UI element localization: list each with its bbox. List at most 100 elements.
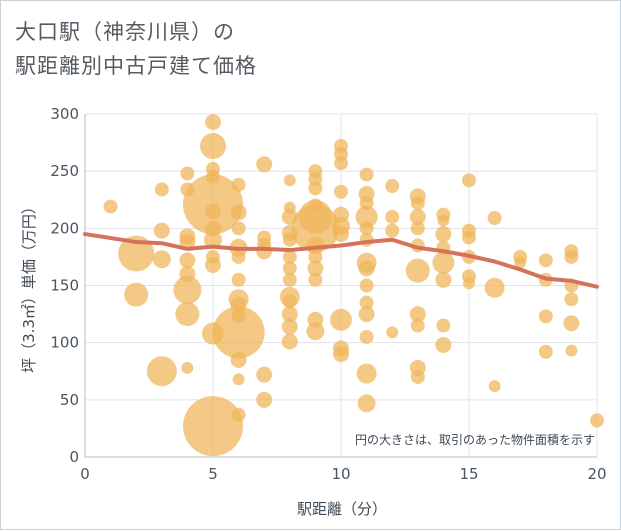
bubble-point (180, 166, 195, 181)
bubble-point (181, 361, 194, 374)
bubble-point (205, 114, 221, 131)
bubble-point (154, 182, 169, 197)
bubble-point (435, 271, 452, 288)
bubble-point (538, 253, 553, 268)
bubble-point (410, 318, 425, 333)
bubble-point (359, 278, 374, 293)
x-tick-label: 20 (587, 465, 606, 483)
bubble-point (103, 199, 118, 214)
bubble-point (231, 221, 246, 236)
bubble-point (230, 204, 247, 221)
bubble-point (386, 326, 399, 339)
bubble-point (146, 356, 177, 387)
y-tick-label: 250 (50, 162, 79, 180)
bubble-point (231, 249, 246, 264)
x-tick-label: 15 (459, 465, 478, 483)
bubble-point (230, 351, 247, 368)
bubble-point (385, 179, 400, 194)
bubble-point (538, 344, 553, 359)
bubble-point (385, 223, 400, 238)
bubble-point (173, 276, 202, 305)
bubble-point (118, 235, 155, 272)
bubble-point (514, 256, 527, 269)
bubble-point (153, 222, 170, 239)
bubble-point (409, 306, 426, 323)
bubble-point (385, 209, 400, 224)
bubble-point (307, 260, 324, 277)
bubble-point (256, 243, 273, 260)
bubble-point (432, 251, 455, 274)
bubble-point (410, 221, 425, 236)
bubble-point (282, 261, 297, 276)
bubble-point (355, 205, 378, 228)
bubble-point (256, 391, 273, 408)
bubble-point (564, 249, 579, 264)
bubble-point (281, 306, 298, 323)
bubble-point (212, 306, 265, 359)
bubble-point (256, 366, 273, 383)
bubble-point (487, 211, 502, 226)
y-tick-label: 50 (60, 391, 79, 409)
bubble-point (359, 221, 374, 236)
bubble-point (308, 272, 323, 287)
bubble-point (359, 295, 374, 310)
bubble-point (282, 249, 297, 264)
trend-line-group (83, 232, 599, 289)
bubble-point (291, 204, 340, 253)
bubble-point (200, 133, 226, 160)
bubble-point (358, 306, 375, 323)
bubble-point (205, 203, 221, 220)
bubble-point (436, 318, 451, 333)
bubble-point (359, 329, 374, 344)
bubble-point (563, 315, 580, 332)
bubble-point (357, 394, 376, 413)
bubble-point (231, 272, 246, 287)
bubble-point (405, 258, 430, 283)
bubble-point (306, 322, 325, 341)
y-tick-label: 200 (50, 219, 79, 237)
bubble-point (183, 396, 243, 457)
bubble-point (124, 282, 149, 307)
bubble-point (359, 167, 374, 182)
bubble-point (409, 208, 426, 225)
bubble-point (308, 249, 323, 264)
bubble-point (564, 292, 579, 307)
y-tick-label: 150 (50, 277, 79, 295)
bubble-point (283, 174, 296, 187)
trend-line (83, 232, 599, 289)
bubble-point (435, 226, 452, 243)
bubble-point (333, 226, 349, 243)
y-tick-label: 100 (50, 334, 79, 352)
bubble-point (437, 214, 450, 227)
y-tick-label: 0 (69, 448, 79, 466)
x-tick-label: 5 (208, 465, 218, 483)
bubble-point (231, 407, 246, 422)
x-axis-title: 駅距離（分） (297, 500, 387, 518)
bubble-point (308, 181, 323, 196)
chart-title-line1: 大口駅（神奈川県）の (15, 20, 235, 44)
bubble-point (410, 196, 425, 211)
bubble-point (179, 252, 196, 269)
bubble-point (565, 344, 578, 357)
bubble-point (334, 156, 348, 171)
tick-labels: 0 50 100 150 200 250 300 0 5 10 15 20 (50, 105, 606, 483)
bubble-point (205, 256, 221, 273)
bubbles (103, 114, 604, 457)
bubble-point (281, 318, 298, 335)
bubble-point (281, 333, 298, 350)
bubble-point (231, 177, 246, 192)
bubble-point (152, 250, 171, 269)
size-note: 円の大きさは、取引のあった物件面積を示す (355, 432, 595, 447)
chart-title: 大口駅（神奈川県）の 駅距離別中古戸建て価格 (15, 15, 257, 83)
bubble-point (488, 380, 501, 393)
bubble-point (484, 277, 505, 298)
x-tick-label: 0 (80, 465, 90, 483)
bubble-point (175, 302, 200, 327)
bubble-point (462, 173, 476, 188)
bubble-point (358, 260, 375, 277)
chart-title-line2: 駅距離別中古戸建て価格 (15, 54, 257, 78)
bubble-point (463, 277, 475, 290)
bubble-point (232, 373, 245, 386)
bubble-point (330, 308, 352, 331)
